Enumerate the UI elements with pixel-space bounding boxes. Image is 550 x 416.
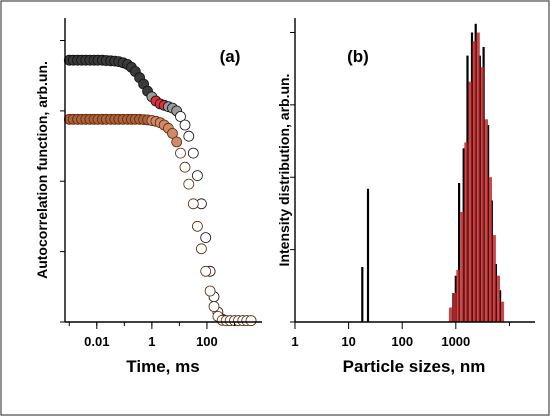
autocorrelation-point-s2-32 — [191, 220, 203, 232]
size-bar-s2-1 — [448, 307, 453, 322]
autocorrelation-point-s2-34 — [200, 265, 212, 277]
size-bar-s1-10 — [478, 55, 481, 322]
autocorrelation-point-s2-45 — [245, 315, 257, 327]
autocorrelation-point-s1-30 — [183, 130, 195, 142]
size-bar-s1-6 — [462, 148, 465, 322]
panel-b: 1 10 100 1000 (b) Particle sizes, nm Intens… — [276, 18, 535, 376]
panel-a-x-tick-label-2: 1 — [148, 334, 155, 349]
autocorrelation-point-s2-26 — [167, 127, 178, 139]
size-bar-s1-1 — [361, 267, 364, 322]
size-bar-s1-8 — [470, 32, 474, 322]
autocorrelation-point-s1-32 — [191, 170, 203, 182]
size-distribution-bars — [361, 23, 505, 323]
autocorrelation-point-s2-28 — [175, 147, 186, 159]
autocorrelation-point-s2-31 — [187, 198, 199, 210]
size-bar-s2-5 — [464, 142, 468, 322]
autocorrelation-point-s2-33 — [195, 243, 207, 255]
panel-a-x-axis-label: Time, ms — [126, 357, 199, 376]
size-bar-s1-12 — [487, 125, 490, 322]
size-bar-s2-12 — [492, 235, 496, 322]
autocorrelation-point-s1-28 — [175, 111, 186, 122]
panel-b-label: (b) — [347, 47, 369, 66]
size-bar-s2-9 — [480, 67, 484, 322]
autocorrelation-point-s2-35 — [204, 285, 216, 297]
panel-a-y-axis-label: Autocorrelation function, arb.un. — [34, 61, 50, 279]
size-bar-s2-3 — [456, 269, 460, 322]
panel-b-ticks: 1 10 100 1000 — [290, 31, 510, 349]
size-bar-s2-8 — [476, 32, 480, 322]
autocorrelation-point-s2-27 — [171, 136, 183, 148]
panel-b-x-tick-label-3: 100 — [391, 334, 413, 349]
panel-a-x-tick-label-3: 100 — [196, 334, 218, 349]
size-bar-s2-10 — [484, 119, 488, 322]
panel-b-x-tick-label-1: 1 — [291, 334, 298, 349]
autocorrelation-point-s2-30 — [183, 178, 195, 190]
panel-b-x-tick-label-4: 1000 — [441, 334, 470, 349]
panel-b-x-tick-label-2: 10 — [341, 334, 355, 349]
autocorrelation-point-s1-31 — [187, 147, 199, 159]
panel-b-x-axis-label: Particle sizes, nm — [343, 357, 486, 376]
autocorrelation-point-s2-29 — [179, 161, 191, 173]
panel-a-label: (a) — [220, 47, 241, 66]
autocorrelation-point-s1-34 — [200, 232, 212, 244]
size-bar-s2-7 — [472, 41, 476, 322]
autocorrelation-point-s2-36 — [208, 301, 220, 312]
size-bar-s2-6 — [468, 81, 472, 322]
panel-a-ticks: 0.01 1 100 — [60, 40, 235, 349]
size-bar-s2-11 — [488, 177, 492, 322]
autocorrelation-markers — [63, 54, 257, 327]
size-bar-s2-14 — [500, 301, 505, 322]
size-bar-s2-13 — [496, 275, 500, 322]
size-bar-s2-2 — [452, 293, 457, 322]
size-bar-s1-2 — [366, 188, 370, 322]
panel-a-x-tick-label-1: 0.01 — [84, 334, 109, 349]
panel-b-y-axis-label: Intensity distribution, arb.un. — [276, 74, 292, 267]
autocorrelation-point-s1-29 — [179, 119, 191, 131]
size-bar-s1-15 — [499, 290, 502, 322]
size-bar-s1-5 — [458, 183, 461, 322]
panel-a: 0.01 1 100 (a) Time, ms Autocorrelation fu… — [34, 18, 262, 376]
size-bar-s2-4 — [460, 212, 464, 322]
